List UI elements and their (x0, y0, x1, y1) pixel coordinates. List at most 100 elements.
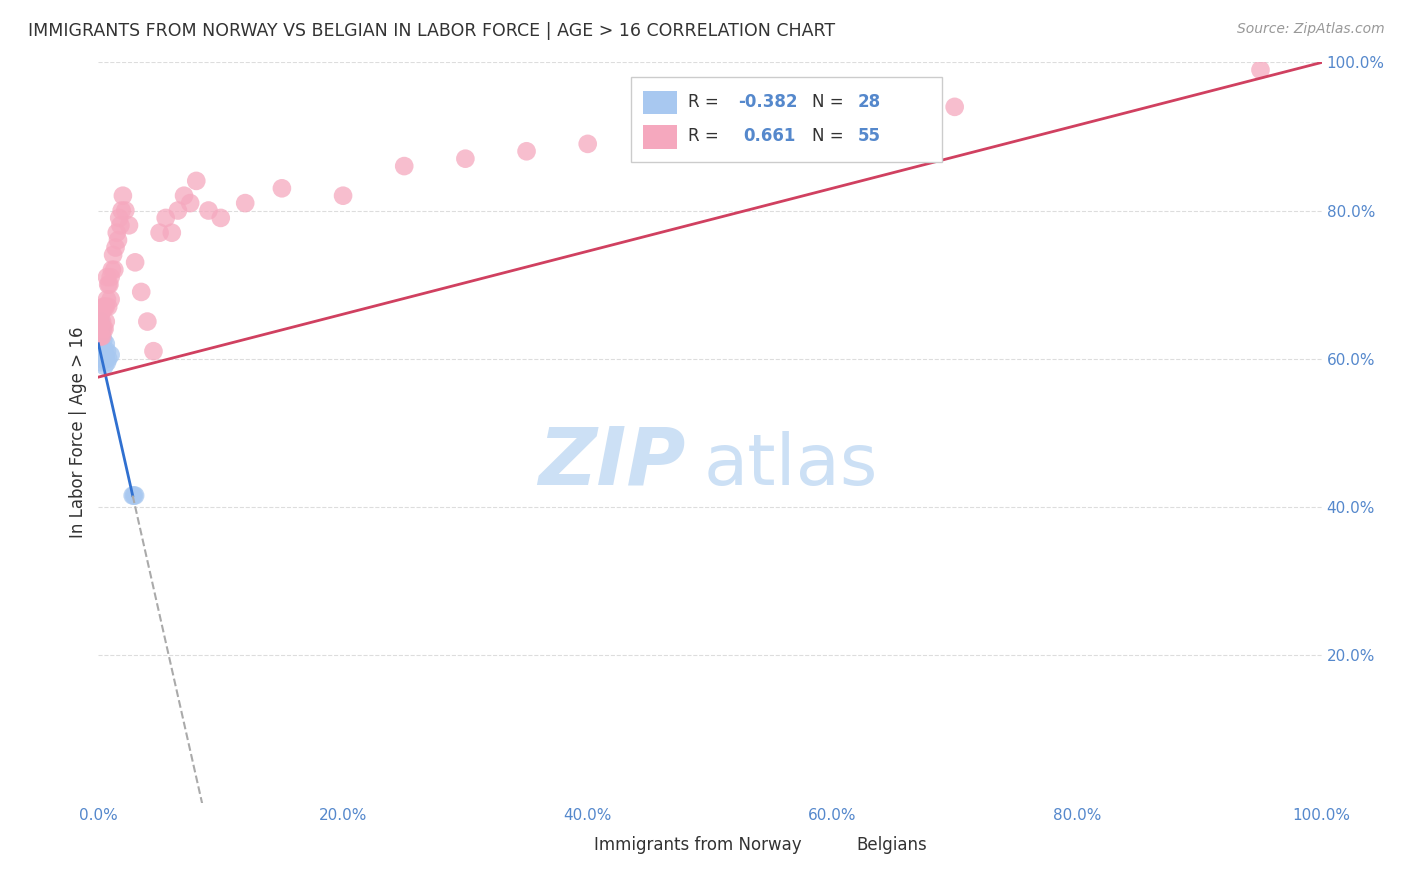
Point (105, 226, 128, 240)
Text: atlas: atlas (704, 432, 879, 500)
Point (91, 333, 114, 347)
Bar (551, 836, 585, 855)
Point (89, 314, 111, 328)
Point (332, 188, 354, 202)
Point (149, 226, 172, 240)
Point (124, 255, 146, 269)
Point (91, 329, 114, 343)
Text: Belgians: Belgians (856, 836, 928, 854)
Point (89, 314, 111, 328)
Point (121, 489, 143, 503)
Point (270, 181, 294, 195)
Point (97, 351, 120, 366)
Point (98, 277, 121, 292)
Point (97, 277, 120, 292)
Point (821, 114, 844, 128)
Point (93, 300, 115, 314)
Bar (643, 126, 678, 149)
Point (97, 300, 120, 314)
Point (129, 285, 152, 299)
Bar (643, 91, 678, 114)
Point (103, 262, 125, 277)
Text: 0.661: 0.661 (742, 127, 796, 145)
Point (699, 122, 721, 136)
Point (108, 211, 131, 225)
Point (943, 100, 966, 114)
Point (155, 211, 177, 225)
Point (90, 329, 112, 343)
Point (94, 300, 117, 314)
Point (101, 248, 124, 262)
Point (96, 355, 118, 369)
Point (160, 226, 183, 240)
Point (94, 314, 117, 328)
Point (90, 329, 112, 343)
Point (90, 344, 112, 359)
Point (89, 322, 111, 336)
Point (136, 314, 159, 328)
Bar (814, 836, 848, 855)
Text: Source: ZipAtlas.com: Source: ZipAtlas.com (1237, 22, 1385, 37)
Point (91, 341, 114, 355)
Text: Immigrants from Norway: Immigrants from Norway (593, 836, 801, 854)
Point (93, 344, 115, 359)
Point (107, 233, 129, 247)
Point (100, 270, 122, 285)
Point (94, 336, 117, 351)
Point (118, 219, 141, 233)
Point (197, 203, 219, 218)
Point (96, 270, 118, 285)
Text: IMMIGRANTS FROM NORWAY VS BELGIAN IN LABOR FORCE | AGE > 16 CORRELATION CHART: IMMIGRANTS FROM NORWAY VS BELGIAN IN LAB… (28, 22, 835, 40)
Point (91, 329, 114, 343)
Point (111, 203, 134, 218)
Text: 55: 55 (858, 127, 882, 145)
Text: N =: N = (811, 127, 848, 145)
Point (96, 344, 118, 359)
Point (173, 188, 195, 202)
Text: 28: 28 (858, 93, 882, 111)
Point (89, 329, 111, 343)
Point (89, 344, 111, 359)
Point (90, 322, 112, 336)
Point (90, 355, 112, 369)
Point (100, 293, 122, 307)
Point (104, 240, 127, 255)
Point (142, 344, 165, 359)
Point (90, 314, 112, 328)
Point (93, 359, 115, 373)
Point (515, 145, 537, 159)
Point (124, 489, 146, 503)
Point (89, 351, 111, 366)
Point (179, 196, 201, 211)
Point (101, 262, 124, 277)
Point (233, 196, 256, 211)
Text: R =: R = (688, 127, 730, 145)
Point (167, 203, 190, 218)
Point (454, 152, 477, 166)
Point (1249, 62, 1271, 77)
Point (89, 336, 111, 351)
Point (111, 188, 134, 202)
Point (186, 174, 208, 188)
Point (122, 489, 145, 503)
FancyBboxPatch shape (630, 78, 942, 162)
Text: -0.382: -0.382 (738, 93, 797, 111)
Y-axis label: In Labor Force | Age > 16: In Labor Force | Age > 16 (69, 326, 87, 539)
Point (90, 307, 112, 321)
Point (91, 322, 114, 336)
Point (91, 314, 114, 328)
Text: ZIP: ZIP (538, 423, 686, 501)
Point (209, 211, 232, 225)
Point (114, 203, 136, 218)
Point (90, 336, 112, 351)
Point (110, 219, 132, 233)
Point (89, 329, 111, 343)
Point (94, 351, 117, 366)
Point (91, 322, 114, 336)
Text: R =: R = (688, 93, 724, 111)
Text: N =: N = (811, 93, 848, 111)
Point (100, 348, 122, 362)
Point (91, 300, 114, 314)
Point (392, 159, 416, 173)
Point (576, 136, 599, 151)
